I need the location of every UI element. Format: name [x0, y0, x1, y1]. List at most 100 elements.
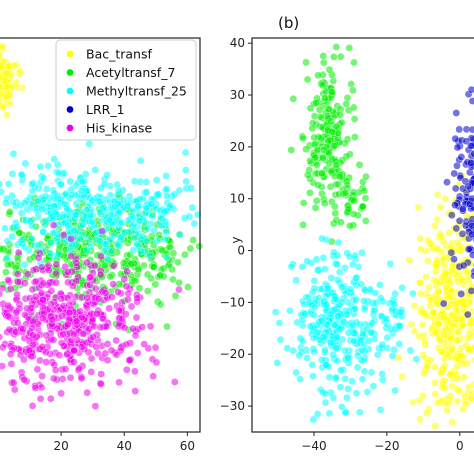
point-acetyltransf-7: [324, 105, 333, 113]
point-methyltransf-25: [96, 208, 104, 217]
point-his-kinase: [66, 373, 75, 382]
point-lrr-1: [467, 230, 474, 239]
point-his-kinase: [28, 285, 37, 294]
point-methyltransf-25: [162, 228, 170, 237]
y-tick-label: 20: [230, 140, 245, 154]
point-bac-transf: [0, 60, 5, 69]
point-methyltransf-25: [53, 160, 62, 169]
point-methyltransf-25: [160, 207, 169, 216]
point-his-kinase: [9, 378, 18, 387]
point-his-kinase: [65, 308, 74, 317]
point-methyltransf-25: [123, 201, 132, 210]
point-his-kinase: [89, 332, 97, 341]
point-bac-transf: [448, 418, 456, 426]
point-his-kinase: [23, 270, 32, 279]
point-his-kinase: [31, 384, 40, 392]
point-methyltransf-25: [372, 299, 381, 307]
point-bac-transf: [425, 283, 433, 292]
point-bac-transf: [433, 215, 442, 224]
point-his-kinase: [13, 319, 22, 327]
point-acetyltransf-7: [314, 181, 322, 189]
point-his-kinase: [70, 358, 78, 366]
point-methyltransf-25: [331, 295, 339, 303]
point-his-kinase: [92, 343, 101, 351]
point-lrr-1: [457, 153, 466, 161]
point-methyltransf-25: [386, 260, 395, 268]
point-his-kinase: [57, 389, 66, 398]
point-bac-transf: [433, 399, 442, 408]
legend-label: Bac_transf: [86, 47, 152, 62]
point-methyltransf-25: [82, 246, 91, 255]
point-bac-transf: [471, 356, 474, 364]
point-his-kinase: [4, 312, 13, 321]
point-lrr-1: [464, 182, 473, 191]
x-tick-label: 60: [180, 439, 195, 453]
point-methyltransf-25: [348, 260, 357, 269]
point-methyltransf-25: [298, 263, 307, 271]
legend: Bac_transf Acetyltransf_7 Methyltransf_25 L…: [55, 39, 197, 141]
point-methyltransf-25: [170, 190, 179, 199]
point-methyltransf-25: [321, 265, 329, 274]
point-bac-transf: [446, 370, 455, 379]
point-methyltransf-25: [34, 212, 42, 221]
point-his-kinase: [138, 323, 147, 331]
point-methyltransf-25: [8, 169, 17, 178]
x-tick-label: 20: [53, 439, 68, 453]
point-methyltransf-25: [383, 333, 392, 342]
point-methyltransf-25: [369, 382, 378, 390]
point-acetyltransf-7: [143, 270, 152, 279]
point-acetyltransf-7: [331, 202, 339, 211]
point-methyltransf-25: [355, 408, 364, 417]
point-bac-transf: [416, 245, 425, 254]
point-acetyltransf-7: [331, 209, 340, 218]
point-methyltransf-25: [13, 222, 21, 231]
point-acetyltransf-7: [321, 94, 329, 102]
point-acetyltransf-7: [350, 197, 359, 205]
point-methyltransf-25: [142, 178, 151, 186]
point-methyltransf-25: [352, 274, 360, 283]
point-acetyltransf-7: [330, 53, 338, 61]
point-methyltransf-25: [51, 208, 60, 217]
point-his-kinase: [69, 330, 78, 339]
point-his-kinase: [97, 380, 105, 388]
point-his-kinase: [72, 259, 81, 267]
y-tick-label: 30: [230, 88, 245, 102]
point-bac-transf: [441, 195, 450, 203]
point-acetyltransf-7: [337, 118, 346, 127]
point-methyltransf-25: [292, 368, 300, 377]
point-his-kinase: [72, 317, 81, 325]
point-methyltransf-25: [49, 229, 58, 238]
point-his-kinase: [6, 350, 15, 359]
point-his-kinase: [170, 378, 179, 386]
point-methyltransf-25: [382, 315, 391, 323]
point-his-kinase: [47, 287, 56, 295]
point-his-kinase: [51, 366, 60, 374]
point-acetyltransf-7: [349, 86, 357, 95]
point-methyltransf-25: [360, 297, 368, 305]
point-acetyltransf-7: [149, 263, 158, 271]
point-his-kinase: [93, 309, 101, 318]
point-acetyltransf-7: [327, 167, 336, 176]
point-his-kinase: [48, 315, 57, 324]
point-acetyltransf-7: [174, 258, 182, 267]
legend-marker: [66, 87, 74, 95]
point-his-kinase: [29, 331, 37, 340]
point-methyltransf-25: [28, 180, 36, 189]
point-acetyltransf-7: [6, 207, 14, 216]
point-acetyltransf-7: [304, 171, 312, 179]
legend-label: Acetyltransf_7: [86, 65, 175, 80]
point-his-kinase: [28, 323, 36, 332]
point-acetyltransf-7: [319, 154, 327, 162]
point-acetyltransf-7: [156, 271, 165, 280]
point-acetyltransf-7: [314, 71, 322, 80]
point-his-kinase: [123, 267, 131, 276]
point-his-kinase: [5, 325, 14, 334]
point-methyltransf-25: [334, 238, 343, 247]
point-bac-transf: [439, 255, 448, 263]
point-methyltransf-25: [339, 318, 348, 326]
point-his-kinase: [129, 324, 137, 333]
point-methyltransf-25: [357, 336, 365, 344]
point-methyltransf-25: [114, 186, 123, 195]
point-methyltransf-25: [100, 180, 109, 189]
